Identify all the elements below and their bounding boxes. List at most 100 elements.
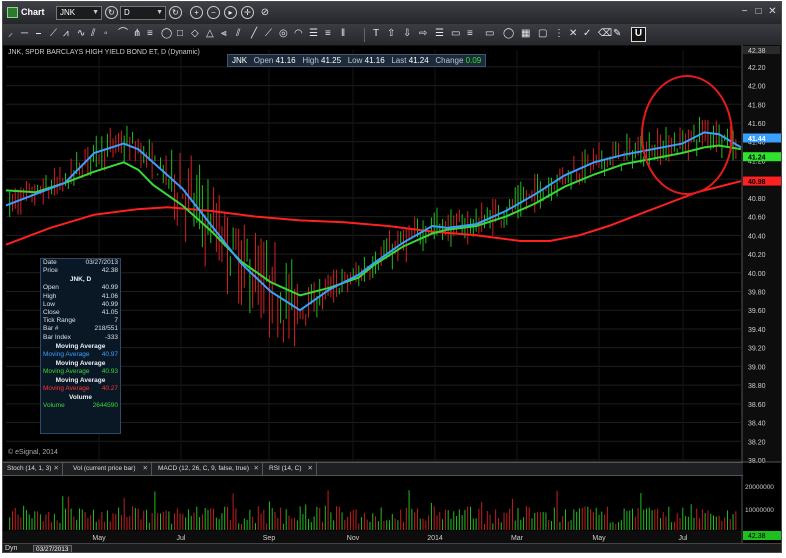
channel-tool-icon[interactable]: ╱ — [251, 28, 258, 39]
volume-tick-label: 20000000 — [745, 484, 774, 491]
volume-badge-label: 42.38 — [748, 533, 766, 540]
mode-label[interactable]: Dyn — [5, 545, 18, 552]
close-icon[interactable]: ✕ — [768, 6, 777, 17]
price-tick-label: 40.40 — [748, 233, 766, 240]
pencil-draw-icon[interactable]: ✎ — [613, 28, 622, 39]
line-icon[interactable]: ─ — [21, 28, 29, 39]
refresh-symbol-icon[interactable]: ↻ — [105, 6, 118, 19]
circle-tool-icon[interactable]: ◯ — [161, 28, 173, 39]
toolbar-separator — [364, 28, 365, 42]
eraser-icon[interactable]: ⌫ — [598, 28, 613, 39]
moving-average-line — [5, 180, 742, 246]
tab-stoch[interactable]: Stoch (14, 1, 3) ✕ — [3, 463, 63, 475]
price-axis: 42.3842.2042.0041.8041.6041.4041.2041.00… — [741, 45, 781, 543]
date-axis: May Jul Sep Nov 2014 Mar May Jul — [3, 531, 741, 543]
vline-icon[interactable]: ⟋ — [50, 28, 57, 39]
channel-icon[interactable]: ⫽ — [91, 28, 96, 39]
pointer-icon[interactable]: ⸝ — [8, 28, 13, 39]
zoom-in-icon[interactable]: + — [190, 6, 203, 19]
pencil-icon[interactable]: ∿ — [77, 28, 86, 39]
info-low-row: Low 40.99 — [41, 301, 120, 309]
vbars-icon[interactable]: ⋮ — [554, 28, 564, 39]
info-index-row: Bar Index -333 — [41, 334, 120, 342]
close-icon[interactable]: ✕ — [307, 465, 313, 472]
refresh-interval-icon[interactable]: ↻ — [169, 6, 182, 19]
interval-combobox[interactable]: D ▼ — [120, 6, 166, 20]
box-lines-icon[interactable]: ▭ — [451, 28, 461, 39]
info-date: 03/27/2013 — [85, 259, 118, 266]
rectangle-icon[interactable]: □ — [177, 28, 184, 39]
fib-lines-icon[interactable]: ☰ — [435, 28, 444, 39]
symbol-combobox[interactable]: JNK ▼ — [56, 6, 102, 20]
quote-last-label: Last — [391, 56, 407, 65]
checkmark-icon[interactable]: ✓ — [583, 28, 592, 39]
ellipse-icon[interactable]: ⌒ — [118, 28, 128, 39]
volume-tick-label: 10000000 — [745, 507, 774, 514]
chevron-down-icon: ▼ — [92, 9, 99, 16]
info-ma2: 40.93 — [101, 367, 118, 375]
price-badge-label: 41.24 — [748, 155, 766, 162]
price-tick-label: 38.20 — [748, 439, 766, 446]
price-tick-label: 42.38 — [748, 48, 766, 55]
link-icon[interactable]: ⊘ — [260, 7, 270, 18]
fib-icon[interactable]: ≡ — [147, 28, 153, 39]
date-field[interactable]: 03/27/2013 — [33, 545, 72, 552]
pen-icon[interactable]: ⫷ — [221, 28, 227, 39]
rect-lines-icon[interactable]: ▭ — [485, 28, 495, 39]
info-ma2-row: Moving Average 40.93 — [41, 368, 120, 376]
box-icon[interactable]: ▢ — [538, 28, 548, 39]
gann-icon[interactable]: ⫽ — [236, 28, 241, 39]
bullseye-icon[interactable]: ◎ — [279, 28, 288, 39]
chevron-down-icon: ▼ — [156, 9, 163, 16]
info-close: 41.05 — [101, 308, 118, 316]
magnet-icon[interactable]: U — [631, 27, 646, 42]
tab-rsi[interactable]: RSI (14, C) ✕ — [265, 463, 317, 475]
lines-icon[interactable]: ☰ — [309, 28, 318, 39]
info-ma1: 40.97 — [101, 350, 118, 358]
maximize-icon[interactable]: □ — [755, 6, 762, 17]
hlines-icon[interactable]: ≡ — [467, 28, 473, 39]
tab-macd[interactable]: MACD (12, 26, C, 9, false, true) ✕ — [154, 463, 263, 475]
bars-icon[interactable]: ‖ — [341, 28, 346, 39]
hline-icon[interactable]: ⎯ — [36, 28, 41, 39]
info-ma1-row: Moving Average 40.97 — [41, 351, 120, 359]
info-ma1-label: Moving Average — [43, 350, 90, 358]
close-icon[interactable]: ✕ — [142, 465, 148, 472]
data-window: Date 03/27/2013 Price 42.38 JNK, D Open 40.… — [40, 258, 121, 434]
zoom-out-icon[interactable]: − — [207, 6, 220, 19]
pitchfork-icon[interactable]: ⋔ — [133, 28, 142, 39]
up-arrow-icon[interactable]: ⇧ — [387, 28, 396, 39]
drawing-toolbar: ⸝ ─ ⎯ ⟋ ⩘ ∿ ⫽ ◦ ⌒ ⋔ ≡ ◯ □ ◇ △ ⫷ ⫽ ╱ ⟋ ◎ … — [3, 24, 781, 46]
copyright: © eSignal, 2014 — [8, 449, 58, 456]
tab-vol[interactable]: Vol (current price bar) ✕ — [69, 463, 152, 475]
down-arrow-icon[interactable]: ⇩ — [403, 28, 412, 39]
minimize-icon[interactable]: − — [741, 6, 748, 17]
text-icon[interactable]: T — [373, 28, 380, 39]
speed-lines-icon[interactable]: ⟋ — [265, 28, 272, 39]
date-tick-label: Jul — [679, 535, 688, 542]
quote-bar: JNK Open 41.16 High 41.25 Low 41.16 Last… — [227, 54, 487, 67]
cross-icon[interactable]: ✕ — [569, 28, 578, 39]
ellipse2-icon[interactable]: ◯ — [503, 28, 515, 39]
price-tick-label: 41.80 — [748, 102, 766, 109]
price-tick-label: 39.80 — [748, 290, 766, 297]
cursor-icon[interactable]: ✛ — [241, 6, 254, 19]
price-badge — [743, 176, 781, 186]
list-icon[interactable]: ≡ — [325, 28, 331, 39]
text-tool-icon[interactable]: ◦ — [104, 28, 108, 39]
trendline-icon[interactable]: ⩘ — [63, 28, 69, 39]
grid-icon[interactable]: ▦ — [521, 28, 531, 39]
info-high-row: High 41.06 — [41, 293, 120, 301]
triangle-icon[interactable]: △ — [206, 28, 214, 39]
arrow-right-icon[interactable]: ⇨ — [419, 28, 428, 39]
info-ma3-head: Moving Average — [55, 377, 106, 385]
quote-change-label: Change — [435, 56, 464, 65]
close-icon[interactable]: ✕ — [53, 465, 59, 472]
play-icon[interactable]: ▸ — [224, 6, 237, 19]
date-tick-label: May — [92, 535, 106, 542]
arc-icon[interactable]: ◠ — [294, 28, 303, 39]
symbol-description: JNK, SPDR BARCLAYS HIGH YIELD BOND ET, D… — [8, 49, 200, 56]
diamond-icon[interactable]: ◇ — [191, 28, 199, 39]
close-icon[interactable]: ✕ — [253, 465, 259, 472]
